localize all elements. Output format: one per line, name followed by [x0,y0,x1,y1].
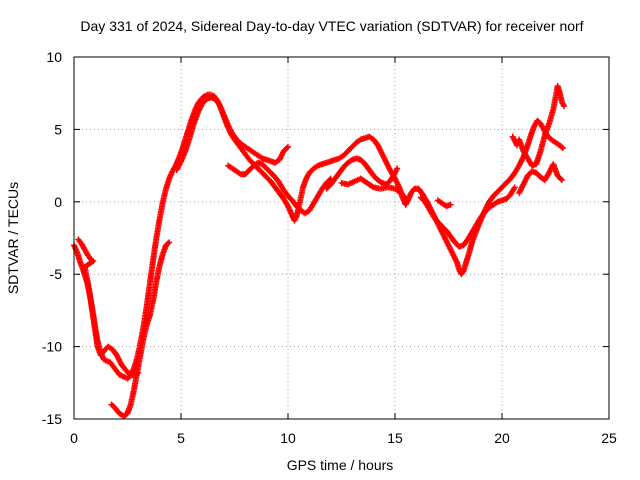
data-point [166,239,173,246]
data-point [394,165,401,172]
series-dip-branch [108,239,173,420]
y-tick-label: -10 [42,339,62,355]
data-point [558,177,565,184]
series-upper-branch [173,94,291,173]
data-point [402,195,409,202]
y-tick-label: -15 [42,411,62,427]
series-mid-branch [323,155,409,202]
y-axis-label: SDTVAR / TECUs [5,182,21,294]
x-tick-label: 10 [280,430,296,446]
series-spike-branch [509,82,568,169]
data-point [511,184,518,191]
data-points [71,82,568,420]
x-tick-label: 0 [70,430,78,446]
data-point [559,145,566,152]
data-point [369,183,376,190]
data-point [557,175,564,182]
y-tick-label: 0 [54,194,62,210]
x-axis-label: GPS time / hours [287,457,394,473]
data-point [447,201,454,208]
chart-title: Day 331 of 2024, Sidereal Day-to-day VTE… [80,18,583,34]
x-tick-label: 25 [601,430,617,446]
x-tick-label: 5 [177,430,185,446]
data-point [561,103,568,110]
plot-frame [73,56,610,420]
series-late-branch [417,161,565,250]
data-point [285,143,291,150]
axis-ticks: 0 5 10 15 20 25 -15 -10 -5 0 5 10 [42,49,617,446]
series-lower-branch [75,236,142,379]
x-tick-label: 20 [494,430,510,446]
data-point [401,194,408,201]
data-point [558,144,565,151]
y-tick-label: 5 [54,121,62,137]
data-point [283,144,290,151]
y-tick-label: -5 [50,266,63,282]
x-tick-label: 15 [387,430,403,446]
grid-lines [74,57,609,419]
series-side-branch [225,159,334,217]
y-tick-label: 10 [46,49,62,65]
data-point [165,240,172,247]
